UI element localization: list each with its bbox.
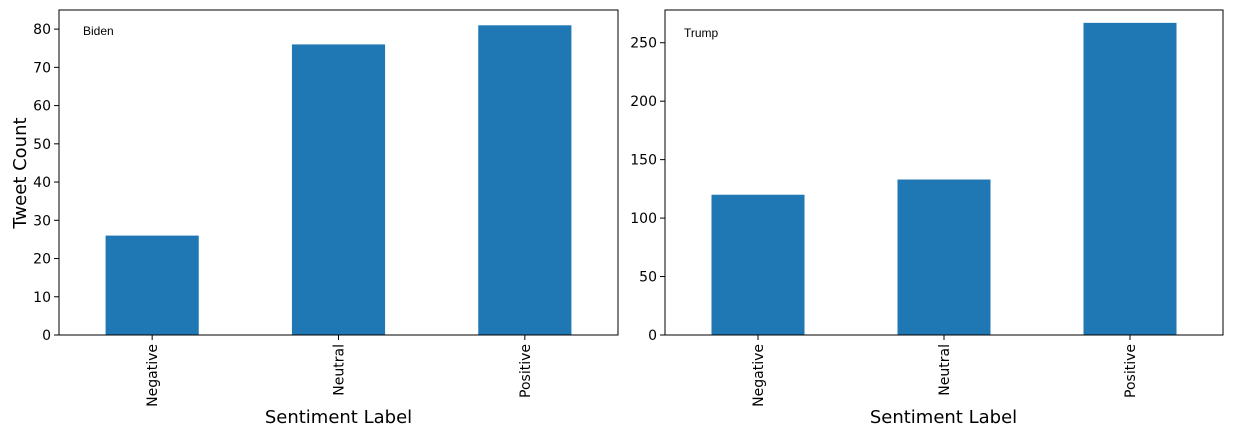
trump-bar-negative	[711, 194, 805, 335]
biden-y-tick-label: 40	[33, 175, 51, 191]
biden-y-tick-label: 20	[33, 252, 51, 268]
biden-plot-frame	[58, 9, 619, 336]
trump-x-axis-title: Sentiment Label	[870, 407, 1017, 428]
biden-x-tick-label: Negative	[145, 344, 161, 407]
biden-bar-negative	[105, 235, 199, 335]
trump-y-tick-label: 0	[648, 328, 657, 344]
trump-plot-frame	[664, 9, 1224, 336]
trump-y-tick-label: 250	[630, 36, 657, 52]
trump-chart-panel: Trump Sentiment Label 0 50 100 150 200 250 Neg…	[630, 9, 1224, 428]
biden-y-tick-label: 70	[33, 60, 51, 76]
biden-y-tick-label: 30	[33, 213, 51, 229]
biden-chart-panel: Biden Sentiment Label Tweet Count 0 10 20 3…	[10, 9, 619, 428]
biden-y-tick-label: 0	[42, 328, 51, 344]
trump-y-tick-label: 200	[630, 94, 657, 110]
biden-bar-positive	[478, 25, 572, 335]
biden-x-tick-label: Neutral	[332, 344, 348, 396]
trump-y-tick-label: 150	[630, 153, 657, 169]
trump-x-tick-label: Neutral	[937, 344, 953, 396]
trump-y-tick-label: 100	[630, 211, 657, 227]
trump-x-tick-label: Positive	[1123, 344, 1139, 398]
biden-y-tick-label: 80	[33, 22, 51, 38]
biden-y-tick-label: 60	[33, 99, 51, 115]
biden-y-axis-title: Tweet Count	[10, 117, 31, 229]
trump-y-tick-label: 50	[639, 270, 657, 286]
biden-x-tick-label: Positive	[518, 344, 534, 398]
biden-bar-neutral	[291, 44, 386, 335]
trump-x-tick-label: Negative	[751, 344, 767, 407]
trump-panel-label: Trump	[684, 26, 719, 40]
trump-bar-neutral	[897, 179, 991, 335]
biden-y-tick-label: 50	[33, 137, 51, 153]
biden-x-axis-title: Sentiment Label	[265, 407, 412, 428]
trump-bar-positive	[1083, 22, 1177, 336]
biden-panel-label: Biden	[83, 24, 114, 38]
biden-y-tick-label: 10	[33, 290, 51, 306]
